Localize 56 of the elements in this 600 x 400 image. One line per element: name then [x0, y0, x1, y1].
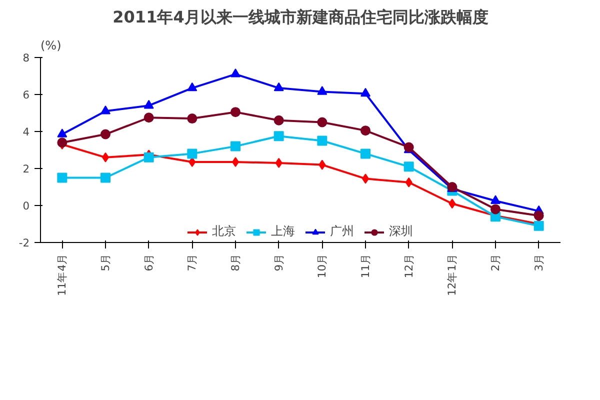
x-tick-label: 12年1月 — [446, 253, 459, 296]
x-tick-label: 7月 — [186, 254, 199, 272]
point — [187, 114, 198, 124]
chart-title: 2011年4月以来一线城市新建商品住宅同比涨跌幅度 — [112, 8, 488, 26]
point — [317, 86, 328, 95]
y-tick-label: 0 — [22, 200, 30, 212]
point — [534, 210, 544, 221]
y-tick-label: 8 — [22, 52, 30, 64]
y-tick-label: -2 — [18, 236, 30, 250]
point — [274, 82, 284, 92]
point — [318, 160, 326, 170]
point — [100, 172, 110, 183]
x-tick-label: 2月 — [489, 254, 502, 272]
x-tick-label: 3月 — [532, 254, 546, 272]
point — [274, 115, 284, 126]
point — [57, 172, 68, 183]
x-tick-label: 9月 — [272, 254, 286, 272]
legend-label: 广州 — [330, 223, 354, 240]
y-tick-label: 6 — [22, 88, 30, 102]
point — [274, 131, 284, 142]
y-tick-label: 4 — [22, 126, 30, 138]
point — [230, 107, 240, 118]
point — [490, 204, 500, 214]
point — [275, 158, 282, 168]
point — [317, 136, 328, 146]
point — [144, 100, 154, 109]
legend-label: 北京 — [212, 223, 236, 240]
point — [100, 129, 110, 140]
x-tick-label: 6月 — [142, 254, 156, 272]
point — [144, 152, 154, 162]
point — [405, 177, 412, 188]
x-tick-label: 12月 — [402, 253, 416, 278]
point — [404, 162, 414, 172]
point — [317, 117, 328, 128]
point — [230, 141, 240, 152]
x-tick-label: 5月 — [99, 254, 112, 272]
point — [100, 105, 110, 114]
point — [360, 126, 370, 136]
x-tick-label: 10月 — [316, 253, 329, 278]
point — [187, 82, 198, 92]
point — [188, 157, 196, 168]
point — [490, 195, 500, 204]
x-tick-label: 11年4月 — [56, 253, 69, 296]
point — [360, 148, 370, 159]
y-tick-label: 2 — [22, 162, 30, 176]
point — [144, 112, 154, 123]
point — [230, 68, 240, 78]
legend-label: 深圳 — [389, 223, 413, 240]
point — [57, 128, 68, 138]
x-tick-label: 11月 — [359, 253, 372, 278]
y-axis-title: (%) — [40, 38, 62, 52]
point — [187, 148, 198, 159]
point — [360, 88, 370, 97]
point — [448, 198, 456, 209]
x-tick-label: 8月 — [229, 254, 242, 272]
legend-label: 上海 — [271, 223, 295, 240]
